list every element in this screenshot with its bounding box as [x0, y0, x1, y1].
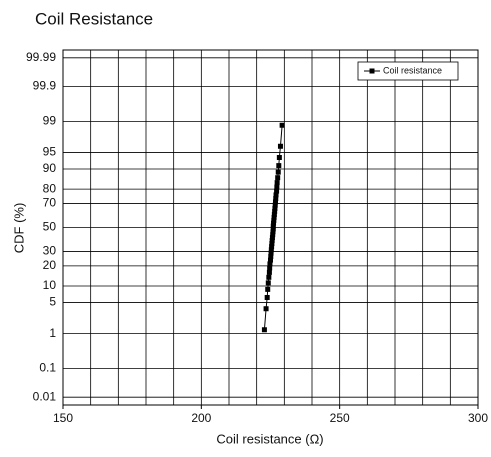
y-tick-label: 5 [49, 295, 56, 309]
y-tick-label: 99.99 [26, 50, 56, 64]
data-point [270, 226, 276, 232]
x-tick-label: 300 [468, 411, 488, 425]
data-point [266, 274, 272, 280]
y-tick-label: 0.1 [39, 361, 56, 375]
data-point [275, 169, 281, 175]
data-point [268, 250, 274, 256]
x-tick-label: 150 [53, 411, 73, 425]
y-axis-label: CDF (%) [11, 203, 26, 254]
data-point [269, 235, 275, 241]
data-point [279, 122, 285, 128]
y-tick-label: 70 [43, 196, 57, 210]
data-point [269, 244, 275, 250]
y-tick-label: 90 [43, 161, 57, 175]
y-tick-label: 50 [43, 220, 57, 234]
data-point [271, 217, 277, 223]
data-point [261, 327, 267, 333]
data-point [272, 208, 278, 214]
y-tick-label: 0.01 [33, 389, 57, 403]
data-point [271, 211, 277, 217]
data-point [268, 247, 274, 253]
data-point [274, 184, 280, 190]
data-point [265, 286, 271, 292]
legend-label: Coil resistance [383, 65, 442, 75]
data-point [270, 223, 276, 229]
data-point [276, 155, 282, 161]
y-tick-label: 10 [43, 278, 57, 292]
y-tick-label: 80 [43, 181, 57, 195]
data-point [263, 306, 269, 312]
legend-box [357, 61, 459, 81]
y-tick-label: 95 [43, 145, 57, 159]
data-point [267, 265, 273, 271]
data-point [271, 220, 277, 226]
y-tick-label: 30 [43, 244, 57, 258]
x-tick-label: 250 [330, 411, 350, 425]
y-tick-label: 99 [43, 114, 57, 128]
data-point [271, 214, 277, 220]
data-point [272, 205, 278, 211]
chart-title: Coil Resistance [35, 9, 153, 28]
data-point [267, 261, 273, 267]
y-tick-label: 20 [43, 258, 57, 272]
data-point [264, 294, 270, 300]
legend-marker [369, 68, 375, 74]
data-point [274, 188, 280, 194]
data-point [272, 202, 278, 208]
data-point [268, 254, 274, 260]
data-point [275, 175, 281, 181]
data-point [273, 192, 279, 198]
data-point [272, 199, 278, 205]
data-point [270, 232, 276, 238]
y-tick-label: 99.9 [33, 79, 57, 93]
data-point [266, 269, 272, 275]
data-point [277, 143, 283, 149]
data-point [268, 257, 273, 263]
data-point [276, 163, 282, 169]
data-point [274, 180, 280, 186]
x-axis-label: Coil resistance (Ω) [216, 431, 323, 446]
data-point [265, 280, 271, 286]
y-tick-label: 1 [49, 326, 56, 340]
data-point [269, 241, 275, 247]
data-point [273, 195, 279, 201]
data-point [269, 238, 275, 244]
data-point [270, 229, 276, 235]
x-tick-label: 200 [191, 411, 211, 425]
